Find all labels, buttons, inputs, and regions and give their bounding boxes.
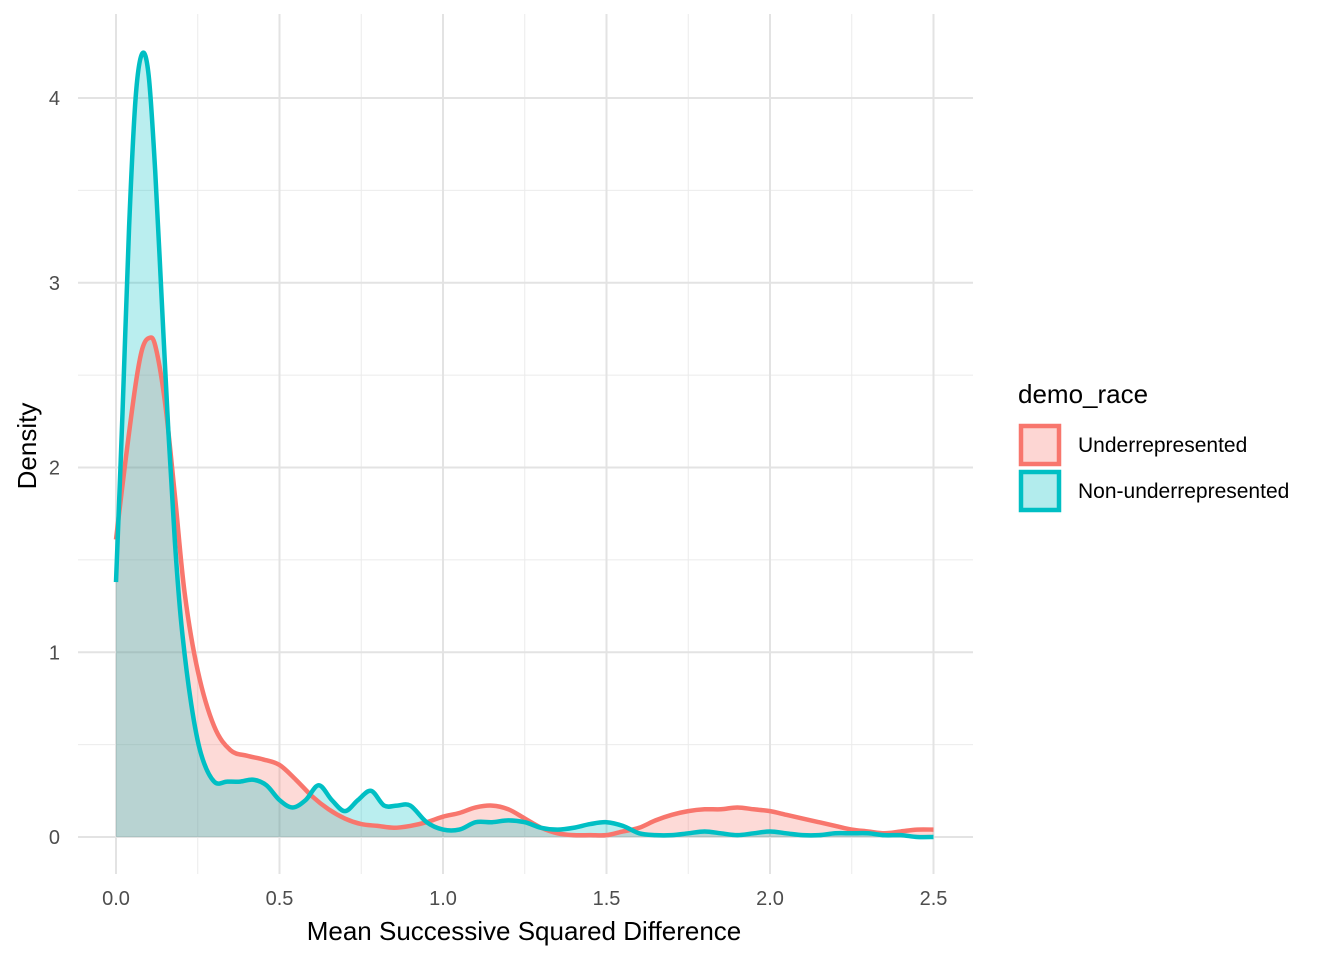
y-tick-label: 4 [49,88,60,110]
density-line-underrepresented [113,335,934,838]
y-axis-tick-labels: 0 1 2 3 4 [49,88,60,849]
y-tick-label: 3 [49,273,60,295]
density-area-underrepresented [116,337,934,837]
density-area-non-underrepresented [116,52,934,838]
y-tick-label: 0 [49,827,60,849]
x-tick-label: 2.0 [756,888,784,910]
y-tick-label: 2 [49,458,60,480]
legend-item-underrepresented: Underrepresented [1018,423,1247,467]
major-gridlines [78,14,973,874]
y-tick-label: 1 [49,642,60,664]
x-axis-title: Mean Successive Squared Difference [307,916,742,946]
x-tick-label: 1.5 [593,888,621,910]
legend-items: Underrepresented Non-underrepresented [1018,423,1289,513]
x-tick-label: 0.5 [266,888,294,910]
density-line-non-underrepresented [113,50,934,840]
legend-key-non-underrepresented [1018,469,1062,513]
x-tick-label: 0.0 [102,888,130,910]
density-areas [116,52,934,838]
density-lines [113,50,934,840]
legend: demo_race Underrepresented Non-underrepre… [1018,379,1289,513]
legend-key-underrepresented [1018,423,1062,467]
y-axis-title: Density [12,403,42,490]
x-tick-label: 2.5 [920,888,948,910]
legend-label-underrepresented: Underrepresented [1078,434,1247,457]
legend-label-non-underrepresented: Non-underrepresented [1078,480,1289,503]
x-tick-label: 1.0 [429,888,457,910]
legend-title: demo_race [1018,379,1148,409]
legend-item-non-underrepresented: Non-underrepresented [1018,469,1289,513]
x-axis-tick-labels: 0.0 0.5 1.0 1.5 2.0 2.5 [102,888,947,910]
